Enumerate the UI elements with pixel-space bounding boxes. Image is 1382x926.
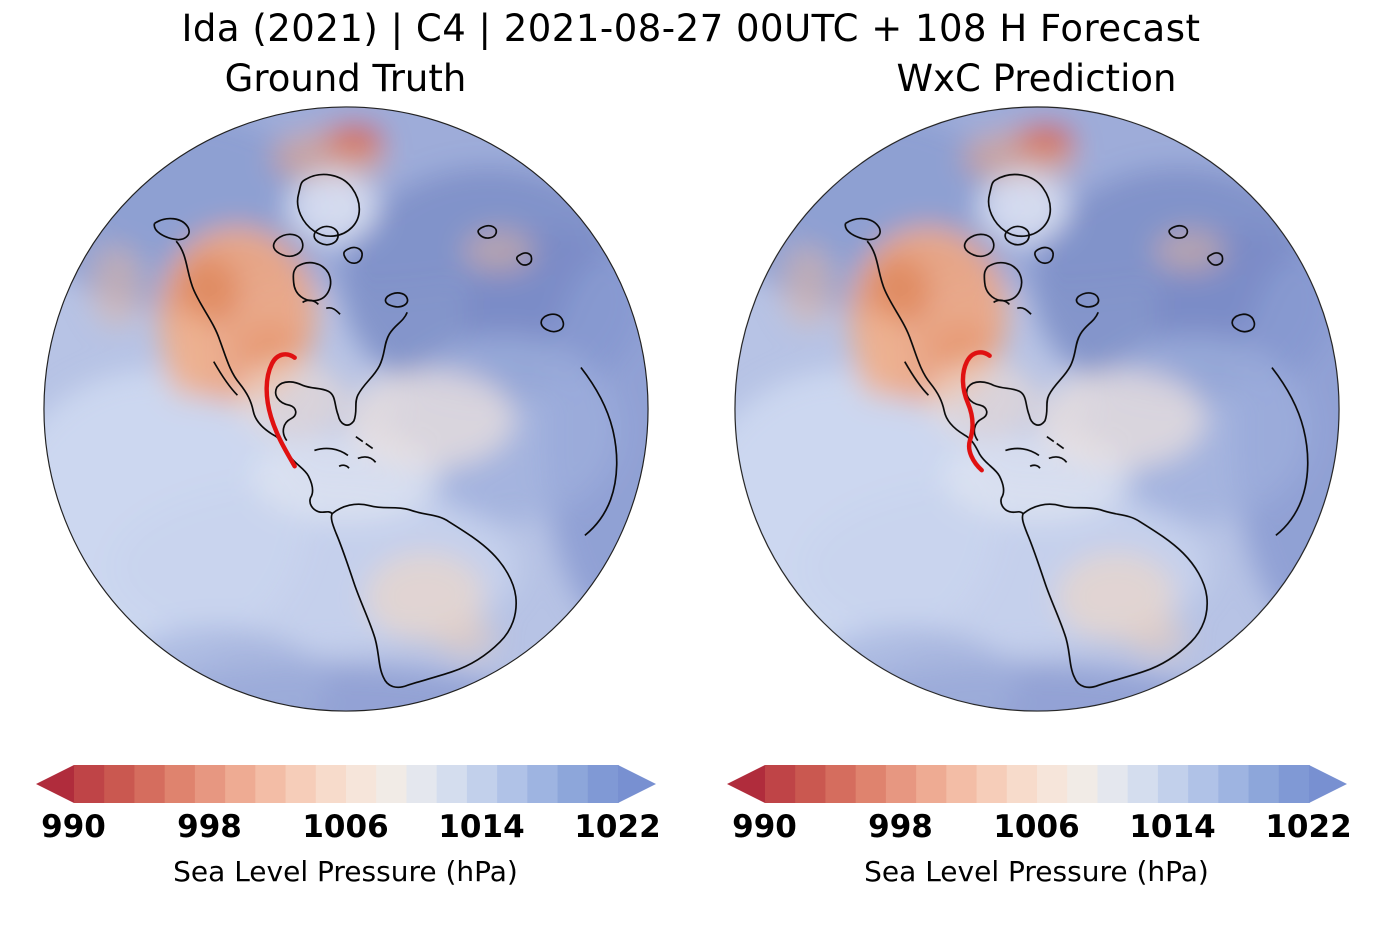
colorbar-segment xyxy=(915,765,947,804)
colorbar-segment xyxy=(194,765,226,804)
colorbar-segment xyxy=(1248,765,1279,804)
colorbar-segment xyxy=(764,765,796,804)
colorbar-tick: 998 xyxy=(868,809,933,846)
colorbar-segment xyxy=(1066,765,1098,804)
globe-art xyxy=(731,103,1343,715)
colorbar-segment xyxy=(1096,765,1128,804)
figure-title: Ida (2021) | C4 | 2021-08-27 00UTC + 108… xyxy=(181,7,1201,50)
panel-wxc-prediction: WxC Prediction 990 998 1006 1014 1022 Se… xyxy=(691,51,1382,889)
colorbar-tick: 1014 xyxy=(438,809,525,846)
colorbar-tick: 1006 xyxy=(302,809,389,846)
colorbar-segment xyxy=(436,765,468,804)
colorbar-ground-truth: 990 998 1006 1014 1022 Sea Level Pressur… xyxy=(35,765,661,889)
colorbar-segment xyxy=(73,765,105,804)
colorbar-segment xyxy=(405,765,437,804)
colorbar-segment xyxy=(885,765,917,804)
colorbar-segment xyxy=(1217,765,1249,804)
colorbar-tick: 1014 xyxy=(1129,809,1216,846)
colorbar-segment xyxy=(496,765,528,804)
colorbar-segment xyxy=(557,765,588,804)
colorbar-segment xyxy=(103,765,135,804)
panel-title-wxc-prediction: WxC Prediction xyxy=(896,56,1177,100)
colorbar-segment xyxy=(1157,765,1189,804)
colorbar-segment xyxy=(1127,765,1159,804)
colorbar-segment xyxy=(164,765,196,804)
colorbar-gradient xyxy=(726,765,1347,804)
colorbar-ticks: 990 998 1006 1014 1022 xyxy=(36,809,661,853)
globe-map-wxc-prediction xyxy=(731,103,1343,715)
colorbar-segment xyxy=(254,765,286,804)
colorbar-left-arrow xyxy=(35,765,74,804)
colorbar-segment xyxy=(345,765,377,804)
panel-title-ground-truth: Ground Truth xyxy=(224,56,467,100)
panel-ground-truth: Ground Truth 990 998 1006 1014 1022 Sea … xyxy=(0,51,691,889)
colorbar-segment xyxy=(224,765,256,804)
colorbar-segment xyxy=(375,765,407,804)
colorbar-segment xyxy=(824,765,856,804)
colorbar-tick: 1022 xyxy=(574,809,661,846)
colorbar-segment xyxy=(315,765,347,804)
colorbar-segment xyxy=(587,765,619,804)
colorbar-label: Sea Level Pressure (hPa) xyxy=(173,855,518,889)
colorbar-segment xyxy=(794,765,826,804)
colorbar-tick: 990 xyxy=(41,809,106,846)
colorbar-segment xyxy=(466,765,498,804)
colorbar-tick: 1006 xyxy=(993,809,1080,846)
colorbar-tick: 998 xyxy=(177,809,242,846)
colorbar-segment xyxy=(855,765,887,804)
colorbar-wxc-prediction: 990 998 1006 1014 1022 Sea Level Pressur… xyxy=(726,765,1352,889)
colorbar-left-arrow xyxy=(726,765,765,804)
colorbar-segment xyxy=(976,765,1007,804)
globe-art xyxy=(40,103,652,715)
colorbar-segment xyxy=(1278,765,1310,804)
globe-map-ground-truth xyxy=(40,103,652,715)
colorbar-gradient xyxy=(35,765,656,804)
colorbar-ticks: 990 998 1006 1014 1022 xyxy=(727,809,1352,853)
colorbar-tick: 990 xyxy=(732,809,797,846)
colorbar-segment xyxy=(945,765,977,804)
colorbar-segment xyxy=(526,765,558,804)
colorbar-segment xyxy=(285,765,316,804)
colorbar-segment xyxy=(133,765,165,804)
colorbar-segment xyxy=(1036,765,1068,804)
hurricane-track-prediction xyxy=(960,350,992,473)
colorbar-segment xyxy=(1187,765,1219,804)
colorbar-tick: 1022 xyxy=(1265,809,1352,846)
figure: Ida (2021) | C4 | 2021-08-27 00UTC + 108… xyxy=(0,7,1382,926)
colorbar-right-arrow xyxy=(617,765,656,804)
colorbar-segment xyxy=(1006,765,1038,804)
hurricane-track-ground-truth xyxy=(263,352,297,469)
colorbar-label: Sea Level Pressure (hPa) xyxy=(864,855,1209,889)
colorbar-right-arrow xyxy=(1308,765,1347,804)
panels-row: Ground Truth 990 998 1006 1014 1022 Sea … xyxy=(0,51,1382,889)
